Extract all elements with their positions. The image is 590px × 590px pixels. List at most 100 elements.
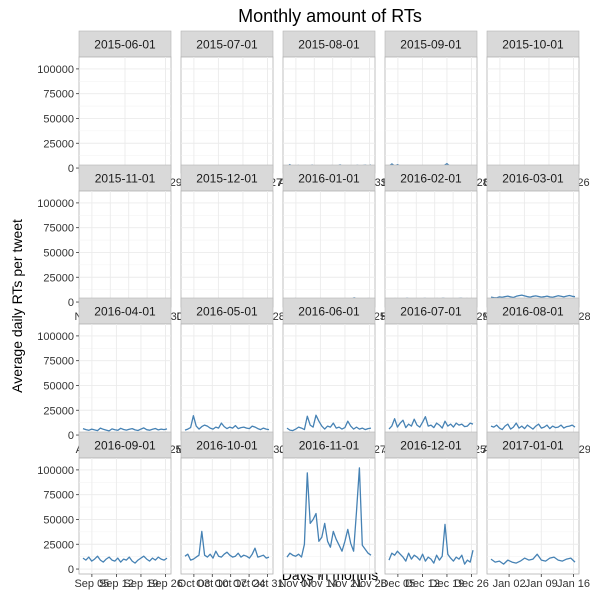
facet-strip [486, 431, 580, 459]
facet-strip [78, 431, 172, 459]
x-tick-label: Dec 12 [405, 578, 440, 590]
facet-strip-label: 2016-03-01 [502, 172, 564, 186]
y-tick-label: 100000 [37, 331, 74, 343]
facet-strip-label: 2016-12-01 [400, 439, 462, 453]
facet-strip [282, 297, 376, 325]
plot-background [384, 323, 478, 441]
y-tick-label: 25000 [43, 539, 74, 551]
series-line [490, 294, 576, 299]
x-tick-label: Oct 03 [178, 578, 210, 590]
facet-panel: 2017-01-01 Jan 02 Jan 09 Jan 16 [486, 431, 590, 590]
plot-background [486, 56, 580, 174]
x-tick-label: Nov 21 [328, 578, 363, 590]
series-line [286, 414, 372, 432]
y-tick-label: 75000 [43, 490, 74, 502]
x-tick-label: Oct 17 [214, 578, 246, 590]
facet-strip [180, 164, 274, 192]
facet-strip-label: 2016-06-01 [298, 305, 360, 319]
x-tick-label: Sep 19 [124, 578, 159, 590]
x-tick-label: Dec 26 [454, 578, 489, 590]
plot-background [282, 56, 376, 174]
plot-background [486, 323, 580, 441]
x-tick-label: Sep 26 [148, 578, 183, 590]
facet-strip-label: 2015-06-01 [94, 38, 156, 52]
y-tick-label: 100000 [37, 198, 74, 210]
x-tick-label: Oct 10 [196, 578, 228, 590]
y-tick-label: 75000 [43, 223, 74, 235]
chart-title: Monthly amount of RTs [238, 6, 422, 26]
facet-strip [384, 431, 478, 459]
facet-strip-label: 2015-10-01 [502, 38, 564, 52]
facet-strip [486, 30, 580, 58]
facet-strip-label: 2016-01-01 [298, 172, 360, 186]
plot-background [78, 190, 172, 308]
y-tick-label: 50000 [43, 380, 74, 392]
facet-strip-label: 2015-09-01 [400, 38, 462, 52]
x-tick-label: Jan 02 [493, 578, 526, 590]
x-tick-label: Oct 24 [233, 578, 265, 590]
y-tick-label: 0 [68, 564, 74, 576]
y-tick-label: 75000 [43, 356, 74, 368]
facet-strip [282, 30, 376, 58]
y-tick-label: 0 [68, 430, 74, 442]
x-tick-label: Nov 07 [278, 578, 313, 590]
series-line [388, 523, 474, 565]
facet-strip-label: 2016-02-01 [400, 172, 462, 186]
facet-panel: 2015-08-01Aug 03Aug 10Aug 17Aug 24Aug 31 [278, 30, 387, 189]
facet-strip [78, 164, 172, 192]
facet-strip-label: 2015-07-01 [196, 38, 258, 52]
y-tick-label: 100000 [37, 64, 74, 76]
x-tick-label: Dec 19 [430, 578, 465, 590]
facet-strip [180, 30, 274, 58]
facet-strip [282, 164, 376, 192]
plot-background [486, 190, 580, 308]
y-tick-label: 50000 [43, 247, 74, 259]
facet-strip-label: 2016-04-01 [94, 305, 156, 319]
series-line [286, 467, 372, 558]
y-tick-label: 0 [68, 297, 74, 309]
plot-background [78, 323, 172, 441]
facet-strip [384, 164, 478, 192]
facet-strip [486, 297, 580, 325]
y-tick-label: 0 [68, 163, 74, 175]
facet-panel: 2016-06-01Jun 06Jun 13Jun 20Jun 27 [279, 297, 386, 456]
y-tick-label: 100000 [37, 465, 74, 477]
facet-strip [486, 164, 580, 192]
facet-strip-label: 2016-10-01 [196, 439, 258, 453]
facet-strip-label: 2016-11-01 [299, 439, 360, 453]
facet-strip-label: 2015-12-01 [196, 172, 258, 186]
x-tick-label: Oct 31 [251, 578, 283, 590]
y-tick-label: 25000 [43, 138, 74, 150]
x-tick-label: Sep 05 [74, 578, 109, 590]
facet-strip-label: 2015-11-01 [95, 172, 156, 186]
facet-strip-label: 2017-01-01 [502, 439, 564, 453]
facet-strip [78, 30, 172, 58]
facet-strip-label: 2016-05-01 [196, 305, 258, 319]
series-line [388, 416, 474, 430]
facet-strip [282, 431, 376, 459]
series-line [184, 415, 270, 431]
series-line [82, 555, 168, 564]
y-tick-label: 50000 [43, 113, 74, 125]
x-tick-label: Dec 05 [380, 578, 415, 590]
plot-background [78, 457, 172, 575]
plot-background [180, 323, 274, 441]
y-tick-label: 50000 [43, 514, 74, 526]
y-tick-label: 75000 [43, 89, 74, 101]
series-line [82, 427, 168, 432]
plot-background [384, 56, 478, 174]
plot-background [180, 56, 274, 174]
facet-strip-label: 2016-08-01 [502, 305, 564, 319]
plot-background [282, 323, 376, 441]
facet-panels: 2015-06-01Jun 22Jun 29025000500007500010… [37, 30, 590, 590]
x-tick-label: Sep 12 [99, 578, 134, 590]
facet-strip [384, 297, 478, 325]
x-tick-label: Jan 16 [557, 578, 590, 590]
facet-strip-label: 2016-09-01 [94, 439, 156, 453]
series-line [490, 422, 576, 431]
